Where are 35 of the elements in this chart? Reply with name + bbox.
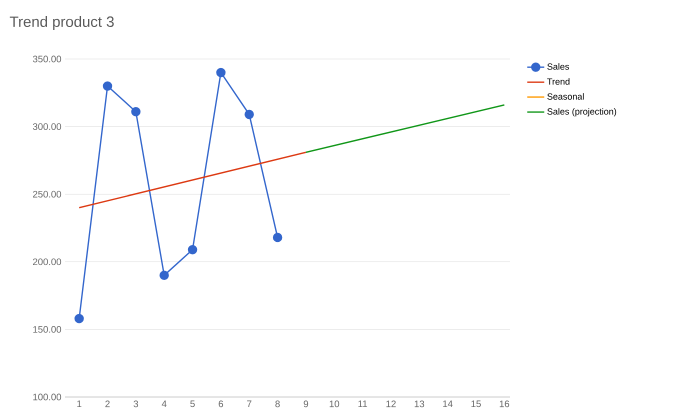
point [74, 314, 84, 324]
x-tick-label: 6 [218, 400, 224, 408]
y-tick-label: 250.00 [33, 190, 62, 198]
y-tick-label: 150.00 [33, 326, 62, 333]
x-tick-label: 9 [304, 400, 308, 408]
x-tick-label: 10 [330, 400, 340, 408]
point [216, 68, 226, 78]
x-tick-label: 2 [105, 400, 110, 408]
point [244, 110, 254, 120]
point [188, 244, 198, 254]
x-tick-label: 8 [275, 400, 280, 408]
x-tick-label: 13 [414, 400, 424, 408]
legend-label: Sales [547, 63, 570, 70]
point [160, 270, 169, 280]
x-tick-label: 11 [358, 400, 368, 408]
y-tick-label: 350.00 [32, 56, 62, 62]
point [272, 232, 282, 242]
x-tick-label: 7 [247, 400, 252, 408]
x-tick-label: 16 [500, 400, 510, 408]
y-tick-label: 100.00 [33, 394, 62, 400]
x-tick-label: 1 [77, 400, 82, 408]
x-tick-label: 3 [134, 400, 138, 408]
legend-label: Seasonal [547, 93, 584, 100]
legend-label: Trend [547, 78, 570, 85]
y-tick-label: 300.00 [32, 123, 62, 130]
chart-title: Trend product 3 [10, 16, 114, 30]
x-tick-label: 4 [162, 400, 167, 408]
point [102, 81, 112, 91]
x-tick-label: 14 [443, 400, 453, 408]
legend-label: Sales (projection) [547, 108, 616, 116]
y-tick-label: 200.00 [33, 258, 62, 266]
x-tick-label: 5 [190, 400, 195, 408]
x-tick-label: 15 [471, 400, 481, 408]
point [131, 107, 141, 116]
x-tick-label: 12 [386, 400, 396, 408]
